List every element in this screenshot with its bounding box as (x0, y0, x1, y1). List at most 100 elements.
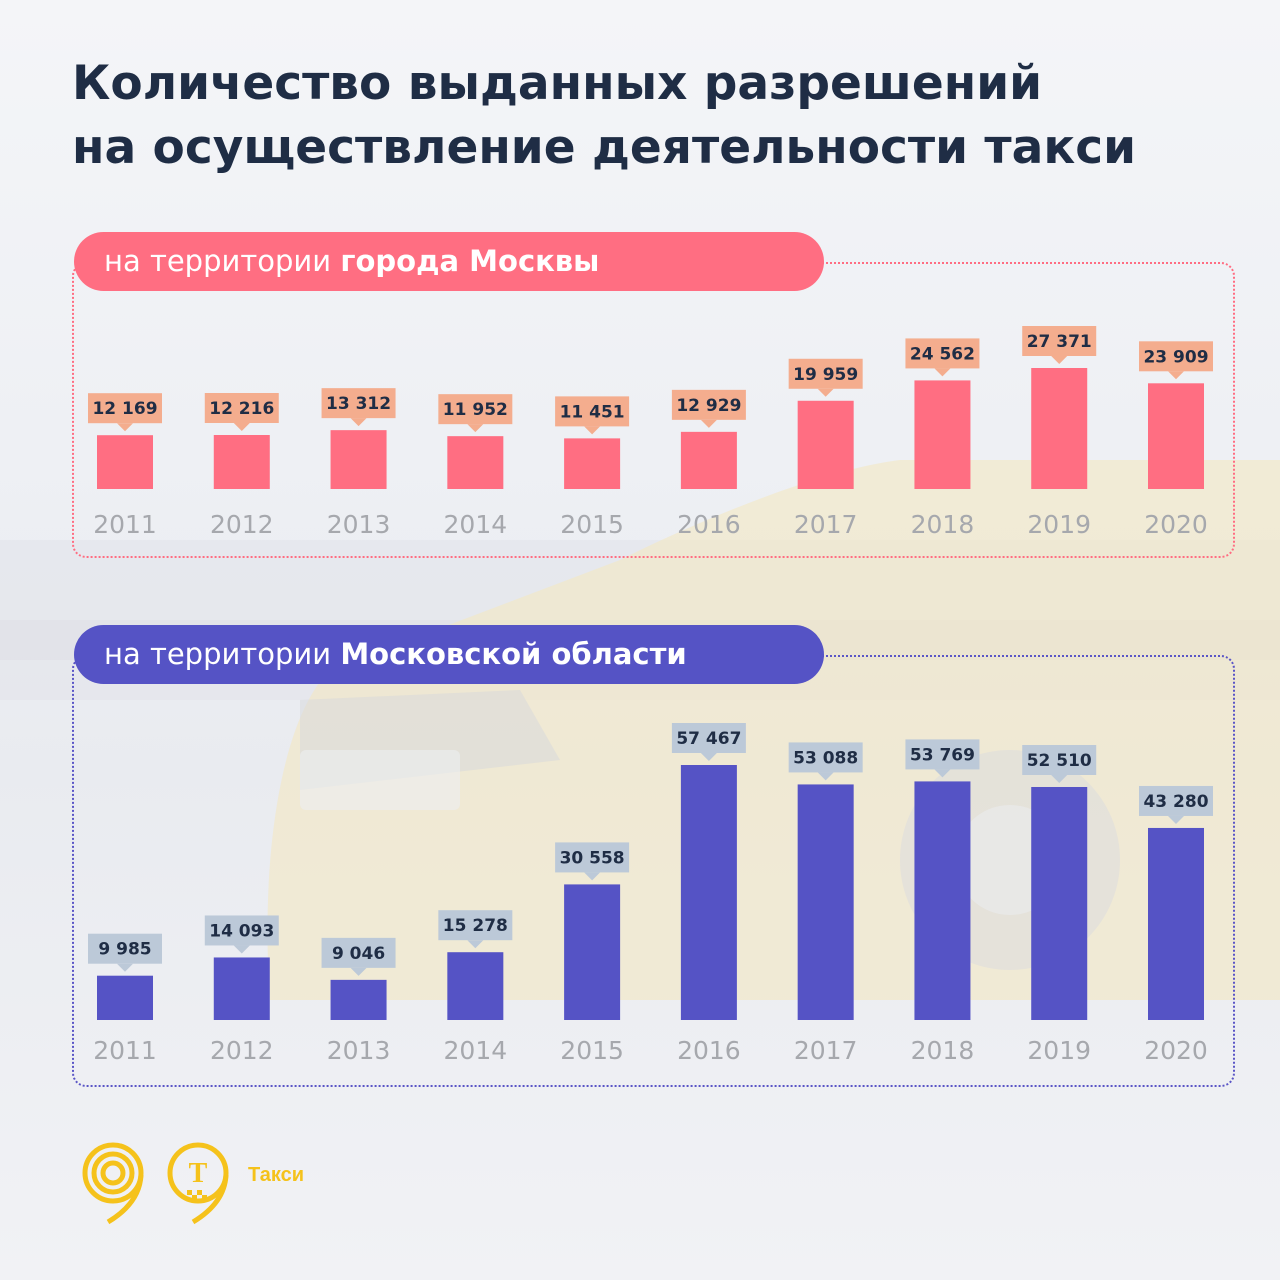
data-label-box (788, 742, 863, 773)
bar-2015 (564, 884, 621, 1020)
bar-2019 (1031, 368, 1088, 489)
bar-2018 (914, 380, 971, 489)
data-label-box (555, 842, 630, 873)
bar-2013 (330, 430, 387, 489)
data-label-pointer (817, 772, 834, 781)
data-label-box (671, 389, 746, 420)
data-label-2020: 23 909 (1143, 347, 1208, 367)
bar-2018 (914, 781, 971, 1020)
brand-taxi-label: Такси (248, 1164, 305, 1186)
data-label-pointer (934, 368, 951, 377)
city-heading-prefix: на территории (104, 244, 341, 278)
data-label-2015: 30 558 (560, 848, 625, 868)
data-label-pointer (1168, 815, 1184, 824)
data-label-box (905, 338, 980, 369)
svg-text:Т: Т (189, 1158, 208, 1189)
data-label-box (204, 392, 279, 423)
x-tick-2013: 2013 (327, 510, 391, 539)
data-label-pointer (350, 418, 367, 427)
bar-2013 (330, 979, 387, 1020)
data-label-box (321, 388, 396, 419)
x-tick-2017: 2017 (794, 510, 858, 539)
data-label-2011: 12 169 (92, 399, 157, 419)
data-label-pointer (233, 945, 250, 954)
data-label-box (788, 358, 863, 389)
data-label-box (438, 394, 513, 425)
data-label-2017: 19 959 (793, 365, 858, 385)
bar-2011 (97, 975, 153, 1020)
data-label-box (905, 739, 980, 770)
bar-2016 (680, 765, 737, 1020)
data-label-pointer (584, 872, 601, 881)
x-tick-2012: 2012 (210, 510, 274, 539)
data-label-pointer (817, 388, 834, 397)
data-label-box (88, 393, 162, 424)
x-tick-2018: 2018 (911, 1036, 975, 1065)
bar-2017 (797, 784, 854, 1020)
data-label-2016: 12 929 (676, 396, 741, 416)
data-label-2014: 15 278 (443, 916, 508, 936)
bar-2011 (97, 435, 153, 489)
data-label-pointer (700, 753, 717, 761)
data-label-2019: 52 510 (1027, 751, 1092, 771)
bar-2012 (213, 957, 270, 1020)
x-tick-2015: 2015 (560, 510, 624, 539)
data-label-2012: 12 216 (209, 399, 274, 419)
data-label-pointer (467, 940, 484, 949)
data-label-2014: 11 952 (443, 400, 508, 420)
x-tick-2019: 2019 (1027, 510, 1091, 539)
data-label-box (1139, 341, 1213, 372)
x-tick-2016: 2016 (677, 510, 741, 539)
x-tick-2020: 2020 (1144, 1036, 1208, 1065)
region-heading-bold: Московской области (340, 637, 687, 671)
x-tick-2015: 2015 (560, 1036, 624, 1065)
data-label-pointer (1051, 774, 1068, 783)
moscow-region-heading: на территории Московской области (74, 625, 824, 684)
bar-2014 (447, 436, 504, 489)
x-tick-2019: 2019 (1027, 1036, 1091, 1065)
bar-2014 (447, 952, 504, 1020)
x-tick-2011: 2011 (93, 510, 157, 539)
data-label-pointer (584, 426, 601, 435)
page-title: Количество выданных разрешений на осущес… (72, 52, 1136, 180)
data-label-pointer (700, 419, 717, 428)
data-label-box (1022, 744, 1097, 775)
data-label-2015: 11 451 (560, 402, 625, 422)
data-label-box (88, 933, 162, 964)
title-line-1: Количество выданных разрешений (72, 56, 1043, 111)
region-heading-prefix: на территории (104, 637, 341, 671)
data-label-2011: 9 985 (98, 940, 151, 960)
data-label-2017: 53 088 (793, 748, 858, 768)
bar-2012 (213, 434, 270, 489)
title-line-2: на осуществление деятельности такси (72, 120, 1137, 175)
moscow-city-heading: на территории города Москвы (74, 232, 824, 291)
data-label-box (1139, 785, 1213, 816)
data-label-pointer (1168, 371, 1184, 380)
data-label-box (671, 723, 746, 753)
data-label-pointer (117, 963, 133, 972)
x-tick-2011: 2011 (93, 1036, 157, 1065)
brand-nine-logo (82, 1142, 144, 1225)
data-label-box (438, 910, 513, 941)
x-tick-2012: 2012 (210, 1036, 274, 1065)
brand-taxi-logo: Т (167, 1142, 229, 1225)
data-label-pointer (934, 769, 951, 778)
data-label-box (1022, 326, 1097, 356)
data-label-2018: 53 769 (910, 745, 975, 765)
x-tick-2013: 2013 (327, 1036, 391, 1065)
x-tick-2014: 2014 (444, 1036, 508, 1065)
bar-2016 (680, 431, 737, 489)
data-label-2020: 43 280 (1143, 792, 1208, 812)
data-label-2019: 27 371 (1027, 332, 1092, 352)
x-tick-2020: 2020 (1144, 510, 1208, 539)
data-label-2013: 13 312 (326, 394, 391, 414)
x-tick-2017: 2017 (794, 1036, 858, 1065)
bar-2017 (797, 400, 854, 489)
data-label-2012: 14 093 (209, 921, 274, 941)
bar-2015 (564, 438, 621, 489)
city-heading-bold: города Москвы (340, 244, 600, 278)
bar-2020 (1148, 827, 1204, 1020)
data-label-box (555, 396, 630, 427)
data-label-pointer (117, 423, 133, 432)
